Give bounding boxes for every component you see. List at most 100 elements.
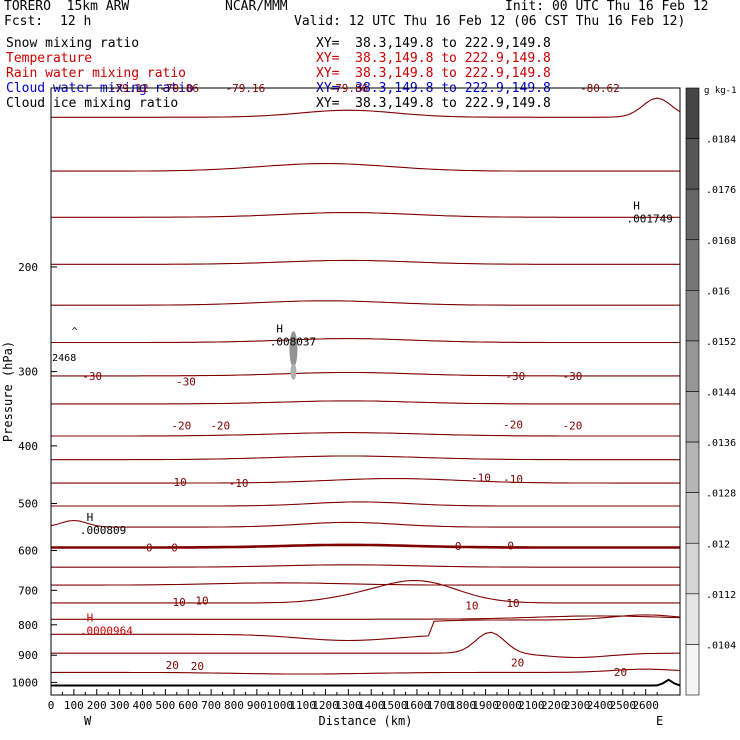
contour-label: 10 — [172, 596, 185, 609]
isotherm-line — [51, 97, 681, 118]
colorbar-swatch — [685, 542, 700, 595]
temperature-contours — [50, 97, 681, 687]
contour-label: 20 — [191, 660, 204, 673]
isotherm-line — [51, 668, 681, 675]
y-tick-label: 500 — [18, 497, 38, 510]
contour-label: -10 — [471, 471, 491, 484]
colorbar-tick-label: .0128 — [706, 489, 736, 500]
isotherm-line — [51, 543, 680, 549]
x-tick-label: 800 — [224, 699, 244, 712]
isotherm-line — [51, 211, 680, 218]
contour-label: -79.86 — [328, 82, 368, 95]
x-tick-label: 2100 — [518, 699, 545, 712]
isotherm-line — [51, 564, 680, 568]
x-tick-label: 1800 — [449, 699, 476, 712]
x-tick-label: 2500 — [610, 699, 637, 712]
cloud-ice-area — [289, 331, 298, 368]
x-tick-label: 300 — [110, 699, 130, 712]
colorbar-tick-label: .0168 — [706, 236, 736, 247]
x-axis-label: Distance (km) — [319, 714, 413, 728]
cloud-ice-shading — [289, 331, 298, 380]
colorbar-swatch — [685, 188, 700, 241]
contour-label: 10 — [195, 594, 208, 607]
colorbar-swatch — [685, 441, 700, 493]
isotherm-line — [51, 478, 680, 484]
colorbar-tick-label: .0144 — [706, 388, 736, 399]
colorbar-swatch — [685, 492, 700, 544]
fcst-label: Fcst: — [4, 14, 44, 29]
x-tick-label: 900 — [247, 699, 267, 712]
isotherm-line — [51, 163, 680, 172]
isotherm-line — [51, 432, 680, 437]
field-xy: XY= 38.3,149.8 to 222.9,149.8 — [316, 51, 551, 66]
x-tick-label: 2600 — [632, 699, 659, 712]
isotherm-line — [51, 455, 680, 461]
y-tick-label: 700 — [18, 584, 38, 597]
isotherm-line — [51, 579, 680, 604]
high-value: .001749 — [627, 212, 673, 225]
y-tick-label: 300 — [18, 366, 38, 379]
y-tick-label: 1000 — [12, 676, 39, 689]
misc-label: ^ — [72, 327, 78, 338]
x-tick-label: 200 — [87, 699, 107, 712]
field-xy: XY= 38.3,149.8 to 222.9,149.8 — [316, 36, 551, 51]
field-name: Cloud water mixing ratio — [6, 81, 194, 96]
contour-label: 10 — [465, 599, 478, 612]
colorbar-swatch — [685, 644, 700, 696]
y-axis-label: Pressure (hPa) — [1, 341, 15, 442]
isotherm-line — [51, 400, 680, 405]
high-value: .000809 — [80, 524, 126, 537]
field-xy: XY= 38.3,149.8 to 222.9,149.8 — [316, 66, 551, 81]
contour-label: -79.86 — [159, 82, 199, 95]
x-tick-label: 2300 — [564, 699, 591, 712]
isotherm-line — [51, 615, 681, 620]
x-tick-label: 700 — [201, 699, 221, 712]
x-tick-label: 100 — [64, 699, 84, 712]
contour-label: -30 — [82, 370, 102, 383]
y-tick-label: 600 — [18, 545, 38, 558]
high-marker: H — [87, 612, 94, 625]
x-tick-label: 2400 — [587, 699, 614, 712]
colorbar-swatch — [685, 87, 700, 139]
contour-label: 20 — [166, 659, 179, 672]
x-tick-label: 1100 — [289, 699, 316, 712]
contour-label: -20 — [563, 420, 583, 433]
model-title: TORERO 15km ARW — [4, 0, 130, 14]
isotherm-line — [50, 519, 680, 528]
contour-label: -10 — [503, 473, 523, 486]
colorbar-swatch — [685, 239, 700, 291]
contour-label: -20 — [503, 418, 523, 431]
colorbar-tick-label: .0176 — [706, 185, 736, 196]
x-tick-label: 2000 — [495, 699, 522, 712]
x-tick-label: 1000 — [266, 699, 293, 712]
colorbar-swatch — [685, 290, 700, 342]
contour-label: 10 — [506, 597, 519, 610]
contour-label: 20 — [614, 666, 627, 679]
cloud-ice-area — [290, 363, 297, 380]
isotherm-line — [51, 300, 680, 306]
x-tick-label: 0 — [48, 699, 55, 712]
colorbar-swatch — [685, 340, 700, 392]
misc-label: 2468 — [52, 353, 76, 364]
terrain-line — [51, 678, 681, 687]
colorbar-tick-label: .012 — [706, 539, 730, 550]
field-xy: XY= 38.3,149.8 to 222.9,149.8 — [316, 96, 551, 111]
contour-label: -79.16 — [226, 82, 266, 95]
x-tick-label: 1400 — [358, 699, 385, 712]
colorbar-tick-label: .016 — [706, 286, 730, 297]
center-label: NCAR/MMM — [225, 0, 288, 14]
contour-label: -80.62 — [580, 82, 620, 95]
colorbar-tick-label: .0152 — [706, 337, 736, 348]
field-name: Snow mixing ratio — [6, 36, 140, 51]
contour-label: 0 — [146, 542, 153, 555]
isotherm-line — [51, 338, 680, 344]
west-label: W — [84, 714, 92, 728]
colorbar-tick-label: .0184 — [706, 135, 736, 146]
y-tick-label: 200 — [18, 261, 38, 274]
init-time: Init: 00 UTC Thu 16 Feb 12 — [505, 0, 709, 14]
x-tick-label: 1900 — [472, 699, 499, 712]
isotherm-line — [51, 259, 680, 265]
x-tick-label: 1600 — [404, 699, 431, 712]
x-tick-label: 500 — [155, 699, 175, 712]
